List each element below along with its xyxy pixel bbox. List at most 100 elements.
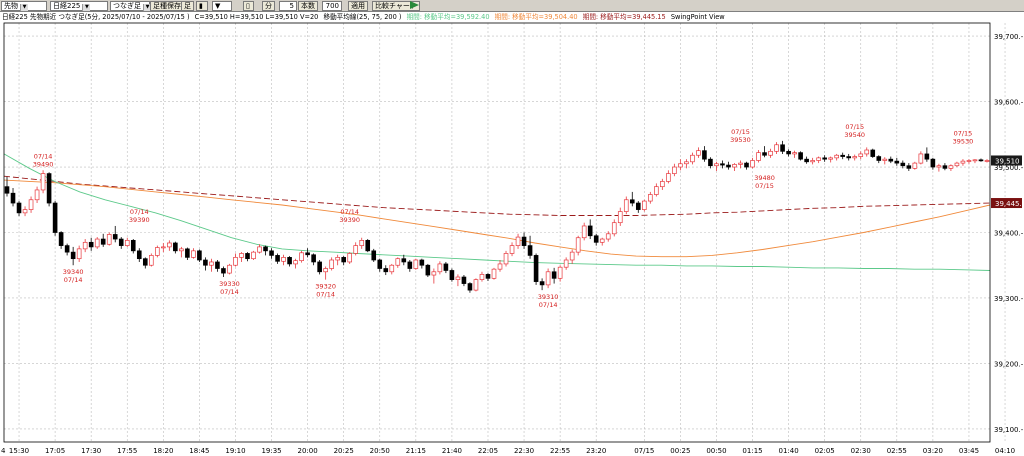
candle-body [94, 238, 100, 248]
candle-body [305, 252, 310, 256]
candle [611, 219, 617, 237]
candle-body [581, 225, 587, 239]
candle-body [539, 281, 545, 286]
candle-body [100, 238, 106, 245]
candle [684, 159, 689, 169]
candle-body [263, 246, 268, 252]
play-icon[interactable] [410, 1, 419, 9]
candle-body [672, 166, 677, 174]
x-tick-label: 21:15 [406, 447, 426, 455]
candle-body [978, 159, 984, 162]
candle [738, 160, 743, 169]
candle-body [756, 152, 761, 161]
candle-body [593, 235, 599, 243]
candle-body [323, 268, 328, 273]
instrument-type-select[interactable]: 先物 ▼ [1, 1, 47, 11]
candle [864, 147, 870, 157]
swing-date-label: 07/15 [845, 123, 864, 131]
candle [539, 278, 545, 291]
candle-body [762, 152, 767, 156]
candle [215, 259, 220, 272]
chevron-down-icon: ▼ [82, 4, 91, 11]
candle [599, 237, 605, 246]
candle-body [185, 248, 190, 258]
candle-body [136, 250, 142, 260]
candle [882, 157, 888, 165]
legend-ma3: 期間: 移動平均=39,445.15 [582, 13, 666, 21]
candle-body [173, 242, 178, 252]
candle [834, 153, 839, 161]
candle [155, 245, 160, 258]
apply-button[interactable]: 適用 [348, 1, 368, 11]
candle [40, 170, 46, 194]
candle-body [479, 274, 485, 280]
swing-value-label: 39390 [339, 216, 360, 224]
candle [581, 222, 587, 241]
candle [227, 263, 232, 275]
candle [317, 259, 322, 275]
candle [401, 254, 407, 266]
candle-body [533, 255, 539, 282]
candle-body [882, 158, 888, 161]
candle-body [455, 276, 461, 280]
candle-body [834, 154, 839, 159]
candle [666, 170, 671, 184]
candle [52, 201, 58, 236]
series-select[interactable]: つなぎ足 ▼ [110, 1, 151, 11]
candle [978, 158, 984, 162]
candle-body [924, 153, 930, 160]
x-tick-label: 18:20 [153, 447, 173, 455]
candle-body [257, 246, 262, 253]
candle-body [377, 259, 383, 269]
candle [191, 248, 196, 259]
candle [16, 201, 22, 217]
candle [485, 273, 491, 281]
candle-body [383, 268, 389, 273]
candle [858, 151, 864, 160]
symbol-select[interactable]: 日経225 ▼ [50, 1, 108, 11]
candle-body [714, 163, 719, 167]
candle [900, 160, 906, 169]
candle [88, 237, 94, 251]
x-tick-label: 04:10 [995, 447, 1015, 455]
interval-select[interactable]: ▼ [212, 1, 232, 11]
candle [467, 282, 473, 293]
swing-value-label: 39310 [538, 293, 559, 301]
candle-body [155, 247, 160, 256]
candle-body [473, 279, 479, 291]
candle-body [413, 259, 419, 269]
candle-body [666, 173, 671, 182]
chart-grid [4, 23, 1006, 442]
swing-date-label: 07/14 [130, 208, 149, 216]
candle [461, 275, 467, 287]
candle-body [64, 245, 70, 253]
candle [641, 199, 647, 212]
candle [509, 242, 515, 257]
candle [245, 252, 250, 262]
swing-date-label: 07/14 [539, 301, 558, 309]
candle-body [684, 161, 689, 165]
count-input[interactable]: 700 [322, 1, 342, 11]
ma-25-line [3, 153, 991, 271]
candle [623, 196, 629, 215]
interval-input[interactable]: 5 [279, 1, 297, 11]
candle [822, 155, 827, 162]
candle [840, 152, 846, 160]
x-tick-label: 22:30 [514, 447, 534, 455]
candle-body [635, 202, 641, 210]
candle [359, 237, 365, 249]
candle [629, 191, 635, 207]
candle [323, 266, 328, 280]
candle-body [605, 233, 611, 240]
legend-ma2: 期間: 移動平均=39,504.40 [494, 13, 578, 21]
candle-icon[interactable]: ▯ [243, 1, 254, 11]
candle [780, 140, 785, 154]
bar-chart-icon[interactable]: ▮ [196, 1, 208, 11]
candle-body [191, 250, 196, 258]
x-tick-label: 00:50 [706, 447, 726, 455]
compare-chart-button[interactable]: 比較チャート [372, 1, 420, 11]
y-tick-label: 39,200.- [994, 360, 1024, 368]
x-tick-label: 18:45 [189, 447, 209, 455]
instrument-type-value: 先物 [4, 2, 18, 10]
